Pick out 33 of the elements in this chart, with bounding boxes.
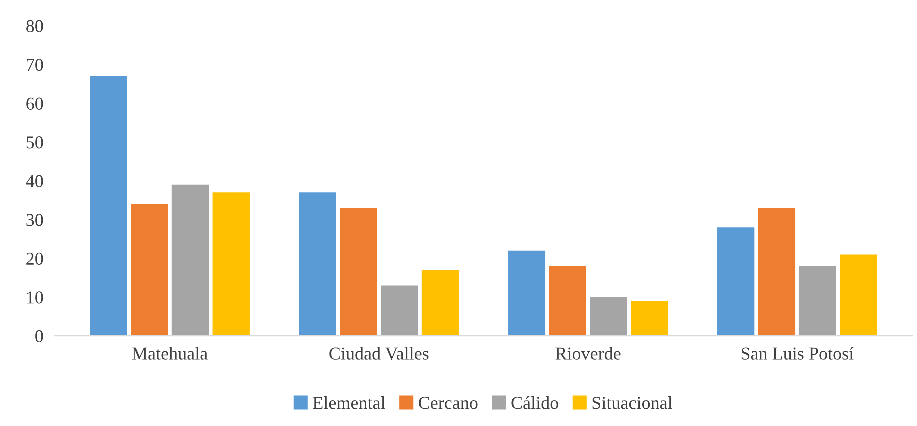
bar [549, 266, 586, 336]
legend-label: Situacional [592, 396, 672, 410]
y-tick-label: 60 [26, 98, 44, 110]
bar [212, 192, 250, 336]
x-tick-label: Ciudad Valles [330, 347, 429, 360]
x-tick-label: Rioverde [556, 347, 621, 360]
bar [172, 184, 210, 336]
legend-label: Elemental [313, 396, 386, 410]
bar [840, 254, 878, 336]
bar [590, 297, 628, 336]
y-tick-label: 40 [26, 175, 44, 188]
y-tick-label: 20 [26, 252, 44, 266]
y-tick-label: 10 [27, 292, 44, 304]
x-tick-label: Matehuala [132, 347, 208, 360]
bar [508, 250, 546, 336]
bar [340, 208, 378, 336]
bar [631, 301, 668, 336]
y-tick-label: 70 [27, 59, 44, 72]
bar [299, 192, 336, 336]
bar [422, 270, 460, 336]
legend-label: Cercano [419, 397, 478, 410]
bar [381, 286, 418, 336]
y-tick-label: 50 [26, 136, 44, 149]
legend-label: Cálido [512, 396, 558, 410]
y-tick-label: 0 [36, 330, 44, 343]
bar [131, 204, 168, 336]
bar [90, 76, 128, 336]
y-tick-label: 80 [26, 20, 44, 32]
x-tick-label: San Luis Potosí [742, 347, 854, 360]
bar [799, 266, 836, 336]
bar [758, 208, 796, 336]
bar [717, 228, 755, 336]
y-tick-label: 30 [26, 214, 44, 226]
